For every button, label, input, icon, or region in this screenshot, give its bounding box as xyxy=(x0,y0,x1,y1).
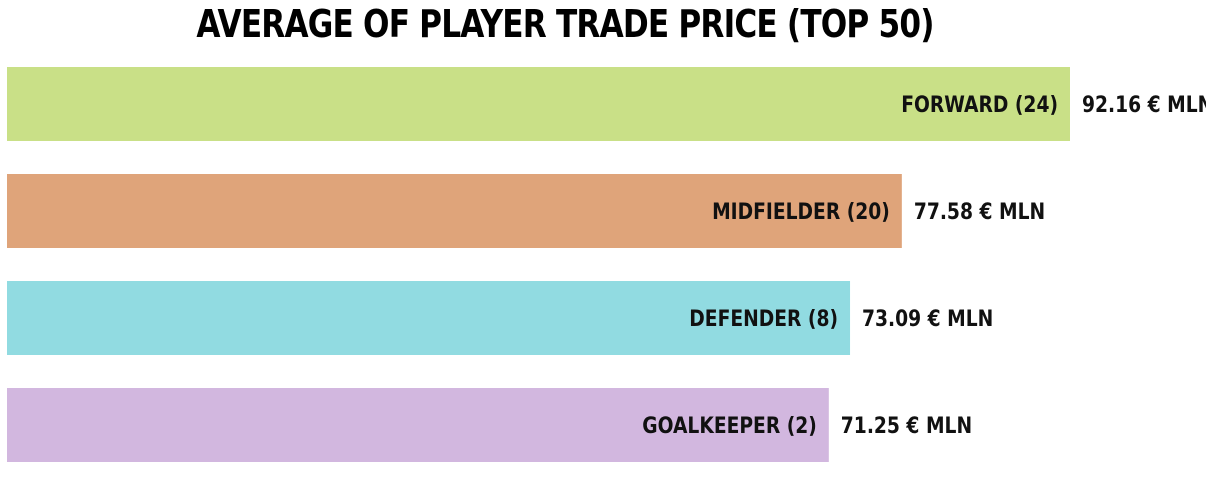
value-label-2: 73.09 € MLN xyxy=(862,306,993,332)
category-label-1: MIDFIELDER (20) xyxy=(712,199,890,225)
value-label-0: 92.16 € MLN xyxy=(1082,92,1206,118)
bar-3 xyxy=(7,388,829,462)
chart-title: AVERAGE OF PLAYER TRADE PRICE (TOP 50) xyxy=(196,2,934,46)
bar-0 xyxy=(7,67,1070,141)
category-label-0: FORWARD (24) xyxy=(901,92,1058,118)
value-label-3: 71.25 € MLN xyxy=(841,413,972,439)
value-label-1: 77.58 € MLN xyxy=(914,199,1045,225)
category-label-3: GOALKEEPER (2) xyxy=(642,413,817,439)
bar-2 xyxy=(7,281,851,355)
bar-1 xyxy=(7,174,902,248)
category-label-2: DEFENDER (8) xyxy=(689,306,838,332)
